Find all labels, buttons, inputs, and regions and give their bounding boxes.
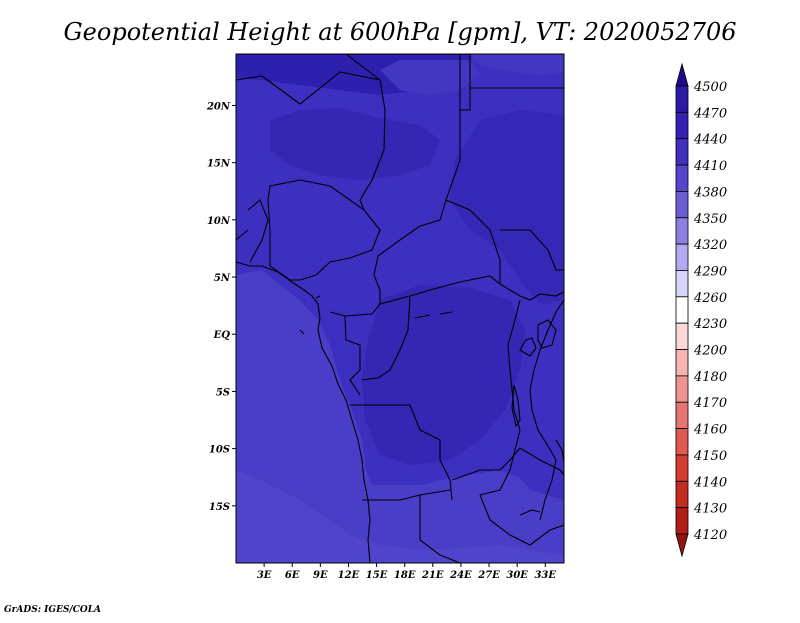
lon-tick-label: 3E — [257, 570, 272, 581]
colorbar-label: 4350 — [693, 212, 727, 227]
country-boundaries — [236, 54, 564, 563]
colorbar-segment — [675, 111, 689, 140]
lat-tick-label: 5S — [216, 387, 230, 398]
colorbar-segment — [675, 191, 689, 219]
colorbar-segment — [675, 322, 689, 350]
colorbar-label: 4180 — [693, 370, 727, 385]
longitude-axis: 3E 6E 9E 12E 15E 18E 21E 24E 27E 30E 33E — [257, 563, 556, 581]
colorbar-segment — [675, 349, 689, 377]
map-frame — [235, 53, 565, 564]
colorbar-label: 4470 — [693, 106, 727, 121]
colorbar-segment — [675, 428, 689, 456]
lon-tick-label: 24E — [449, 570, 472, 581]
lon-tick-label: 27E — [477, 570, 500, 581]
colorbar-label: 4160 — [693, 423, 727, 438]
colorbar-segment — [675, 164, 689, 192]
colorbar-label: 4260 — [693, 291, 727, 306]
colorbar-segment — [675, 296, 689, 324]
lon-tick-label: 6E — [285, 570, 300, 581]
colorbar-segment — [675, 217, 689, 245]
colorbar-label: 4500 — [693, 80, 727, 95]
lat-tick-label: 15S — [209, 502, 230, 513]
lon-tick-label: 12E — [338, 570, 360, 581]
lat-tick-label: EQ — [213, 330, 231, 341]
lon-tick-label: 21E — [421, 570, 444, 581]
colorbar-segment — [675, 480, 689, 509]
height-field-low-nw — [380, 60, 480, 95]
colorbar-segment — [675, 243, 689, 271]
colorbar-bottom-arrow — [675, 533, 689, 558]
height-field-low-ocean — [236, 270, 564, 563]
chart-title: Geopotential Height at 600hPa [gpm], VT:… — [64, 18, 737, 46]
colorbar-top-arrow — [675, 62, 689, 87]
lon-tick-label: 30E — [506, 570, 528, 581]
colorbar-label: 4130 — [693, 502, 727, 517]
height-field-low-south — [236, 470, 564, 563]
colorbar-segment — [675, 85, 689, 113]
height-field-high-congo — [362, 285, 525, 465]
colorbar-label: 4170 — [693, 396, 727, 411]
colorbar-label: 4410 — [693, 159, 727, 174]
colorbar-label: 4140 — [693, 475, 727, 490]
colorbar-label: 4290 — [693, 264, 727, 279]
colorbar-label: 4380 — [693, 185, 727, 200]
lat-tick-label: 5N — [214, 273, 231, 284]
map-panel: 20N 15N 10N 5N EQ 5S 10S 15S 3E 6E 9E 12E 15E 18E 21E… — [206, 53, 565, 581]
colorbar-label: 4440 — [693, 133, 727, 148]
colorbar-segment — [675, 454, 689, 482]
colorbar-label: 4230 — [693, 317, 727, 332]
latitude-axis: 20N 15N 10N 5N EQ 5S 10S 15S — [206, 101, 236, 513]
lat-tick-label: 10N — [207, 216, 231, 227]
lat-tick-label: 15N — [207, 159, 231, 170]
credit-label: GrADS: IGES/COLA — [4, 605, 101, 615]
lon-tick-label: 15E — [366, 570, 388, 581]
colorbar-label: 4200 — [693, 344, 727, 359]
colorbar-segment — [675, 507, 689, 535]
lon-tick-label: 18E — [394, 570, 416, 581]
colorbar-label: 4150 — [693, 449, 727, 464]
lat-tick-label: 10S — [209, 445, 230, 456]
colorbar-segment — [675, 375, 689, 403]
colorbar-label: 4320 — [693, 238, 727, 253]
lon-tick-label: 9E — [313, 570, 328, 581]
colorbar-segment — [675, 270, 689, 298]
lon-tick-label: 33E — [534, 570, 556, 581]
height-field-high-east — [450, 110, 564, 305]
colorbar-segment — [675, 401, 689, 429]
lat-tick-label: 20N — [206, 101, 231, 112]
colorbar-label: 4120 — [693, 528, 727, 543]
height-field-low-ne — [470, 54, 564, 75]
colorbar-segment — [675, 138, 689, 166]
colorbar: 4500 4470 4440 4410 4380 4350 4320 4290 4260 4230… — [675, 62, 727, 558]
height-field-high-sahel — [270, 108, 440, 180]
